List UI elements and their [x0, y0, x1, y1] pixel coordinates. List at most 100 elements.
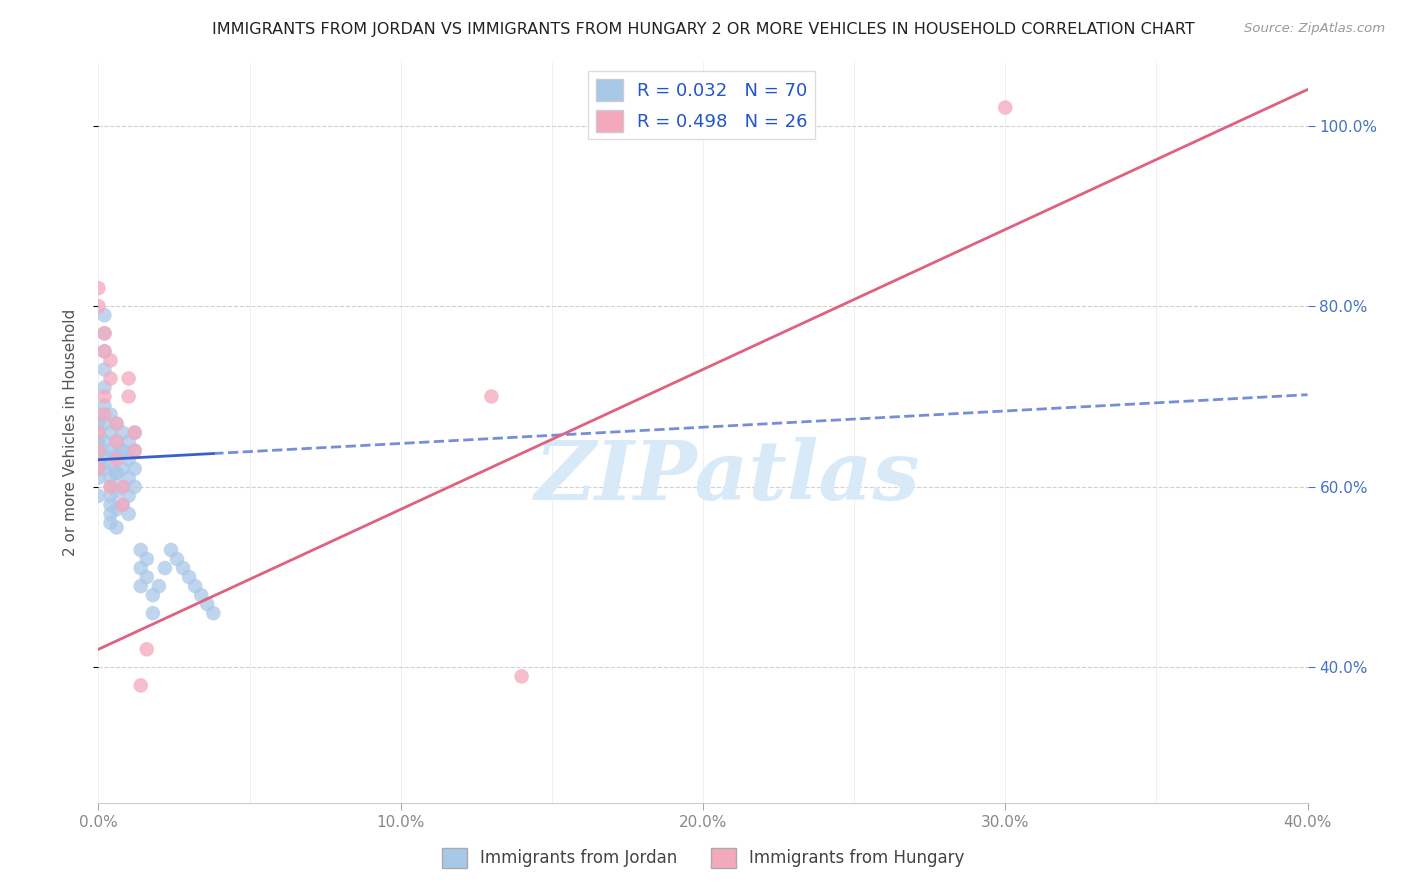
Point [105, 417, 128, 431]
Point [100, 471, 122, 485]
Point [93, 399, 115, 413]
Point [100, 425, 122, 440]
Point [93, 326, 115, 341]
Point [87, 461, 110, 475]
Point [100, 516, 122, 530]
Point [93, 390, 115, 404]
Point [93, 344, 115, 359]
Point [105, 502, 128, 516]
Point [124, 461, 146, 475]
Point [87, 443, 110, 458]
Point [124, 480, 146, 494]
Point [105, 467, 128, 481]
Point [87, 417, 110, 431]
Point [153, 561, 176, 575]
Point [100, 408, 122, 422]
Point [93, 448, 115, 462]
Point [202, 606, 225, 620]
Point [195, 597, 218, 611]
Point [93, 326, 115, 341]
Point [87, 281, 110, 295]
Point [100, 480, 122, 494]
Point [510, 669, 533, 683]
Point [118, 371, 141, 385]
Point [481, 390, 503, 404]
Point [105, 520, 128, 534]
Point [142, 588, 165, 602]
Point [111, 461, 134, 475]
Point [87, 439, 110, 453]
Point [100, 480, 122, 494]
Point [160, 543, 183, 558]
Point [994, 101, 1017, 115]
Text: IMMIGRANTS FROM JORDAN VS IMMIGRANTS FROM HUNGARY 2 OR MORE VEHICLES IN HOUSEHOL: IMMIGRANTS FROM JORDAN VS IMMIGRANTS FRO… [212, 22, 1194, 37]
Point [87, 425, 110, 440]
Point [87, 471, 110, 485]
Point [93, 417, 115, 431]
Point [93, 461, 115, 475]
Point [93, 344, 115, 359]
Point [129, 678, 152, 692]
Point [105, 484, 128, 499]
Point [105, 434, 128, 449]
Point [87, 443, 110, 458]
Point [105, 452, 128, 467]
Point [148, 579, 170, 593]
Point [87, 425, 110, 440]
Point [93, 434, 115, 449]
Point [118, 434, 141, 449]
Point [129, 543, 152, 558]
Point [100, 498, 122, 512]
Point [105, 467, 128, 481]
Point [118, 471, 141, 485]
Point [111, 480, 134, 494]
Point [93, 408, 115, 422]
Point [100, 507, 122, 521]
Text: ZIPatlas: ZIPatlas [534, 437, 920, 517]
Point [87, 408, 110, 422]
Point [184, 579, 207, 593]
Point [124, 425, 146, 440]
Point [111, 425, 134, 440]
Point [142, 606, 165, 620]
Point [118, 452, 141, 467]
Point [87, 461, 110, 475]
Point [111, 443, 134, 458]
Point [87, 434, 110, 449]
Legend: Immigrants from Jordan, Immigrants from Hungary: Immigrants from Jordan, Immigrants from … [434, 841, 972, 875]
Point [87, 299, 110, 313]
Point [93, 308, 115, 322]
Point [135, 570, 157, 584]
Point [124, 443, 146, 458]
Point [93, 362, 115, 376]
Point [135, 642, 157, 657]
Point [118, 489, 141, 503]
Point [111, 480, 134, 494]
Point [135, 552, 157, 566]
Point [105, 417, 128, 431]
Point [87, 489, 110, 503]
Point [111, 498, 134, 512]
Point [172, 561, 194, 575]
Point [100, 443, 122, 458]
Point [124, 443, 146, 458]
Point [190, 588, 212, 602]
Legend: R = 0.032   N = 70, R = 0.498   N = 26: R = 0.032 N = 70, R = 0.498 N = 26 [589, 71, 815, 139]
Point [118, 390, 141, 404]
Point [100, 457, 122, 471]
Point [111, 443, 134, 458]
Point [100, 371, 122, 385]
Text: Source: ZipAtlas.com: Source: ZipAtlas.com [1244, 22, 1385, 36]
Point [100, 489, 122, 503]
Point [118, 507, 141, 521]
Point [166, 552, 188, 566]
Point [105, 434, 128, 449]
Point [111, 498, 134, 512]
Point [105, 448, 128, 462]
Point [124, 425, 146, 440]
Point [93, 380, 115, 394]
Y-axis label: 2 or more Vehicles in Household: 2 or more Vehicles in Household [63, 309, 77, 557]
Point [129, 561, 152, 575]
Point [87, 452, 110, 467]
Point [100, 353, 122, 368]
